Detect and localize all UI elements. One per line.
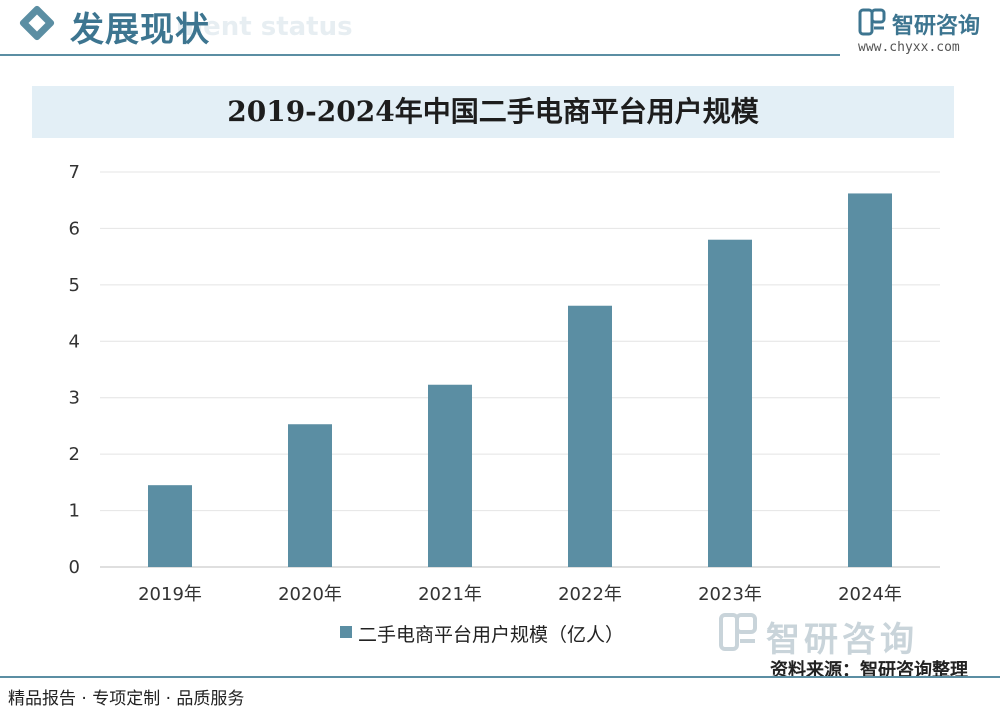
header-divider bbox=[0, 54, 840, 56]
y-tick-label: 0 bbox=[69, 557, 80, 578]
watermark-logo: 智研咨询 bbox=[718, 612, 988, 660]
bar bbox=[288, 424, 332, 567]
brand-name: 智研咨询 bbox=[892, 14, 981, 39]
x-tick-label: 2023年 bbox=[698, 584, 762, 605]
source-note: 资料来源：智研咨询整理 bbox=[770, 660, 968, 681]
section-title: 发展现状 bbox=[70, 10, 210, 50]
watermark-logo-icon bbox=[719, 613, 757, 651]
x-axis-ticks: 2019年 2020年 2021年 2022年 2023年 2024年 bbox=[138, 584, 902, 605]
x-tick-label: 2020年 bbox=[278, 584, 342, 605]
section-subtitle: ment status bbox=[176, 12, 353, 42]
y-tick-label: 3 bbox=[69, 388, 80, 409]
bar bbox=[568, 305, 612, 567]
x-tick-label: 2024年 bbox=[838, 584, 902, 605]
watermark-brand-name: 智研咨询 bbox=[766, 620, 918, 660]
legend-swatch bbox=[340, 626, 352, 638]
y-tick-label: 4 bbox=[69, 331, 80, 352]
brand-logo: 智研咨询 www.chyxx.com bbox=[858, 6, 998, 62]
y-tick-label: 7 bbox=[69, 162, 80, 183]
x-tick-label: 2019年 bbox=[138, 584, 202, 605]
y-tick-label: 5 bbox=[69, 275, 80, 296]
y-tick-label: 2 bbox=[69, 444, 80, 465]
chart-title: 2019-2024年中国二手电商平台用户规模 bbox=[227, 95, 759, 128]
legend-label: 二手电商平台用户规模（亿人） bbox=[358, 624, 625, 646]
bars bbox=[148, 193, 892, 567]
y-tick-label: 1 bbox=[69, 501, 80, 522]
x-tick-label: 2022年 bbox=[558, 584, 622, 605]
brand-logo-icon bbox=[858, 8, 886, 36]
x-tick-label: 2021年 bbox=[418, 584, 482, 605]
gridlines bbox=[100, 171, 940, 568]
brand-url: www.chyxx.com bbox=[858, 40, 960, 55]
bar bbox=[848, 193, 892, 567]
footer-divider bbox=[0, 676, 1000, 678]
chart-title-band: 2019-2024年中国二手电商平台用户规模 bbox=[32, 86, 954, 138]
y-axis-ticks: 0 1 2 3 4 5 6 7 bbox=[69, 162, 80, 578]
bar bbox=[148, 485, 192, 567]
footer-slogan: 精品报告 · 专项定制 · 品质服务 bbox=[8, 689, 245, 709]
bar bbox=[428, 384, 472, 567]
y-tick-label: 6 bbox=[69, 218, 80, 239]
header: ment status 发展现状 智研咨询 www.chyxx.com bbox=[0, 0, 1000, 72]
bar bbox=[708, 239, 752, 567]
